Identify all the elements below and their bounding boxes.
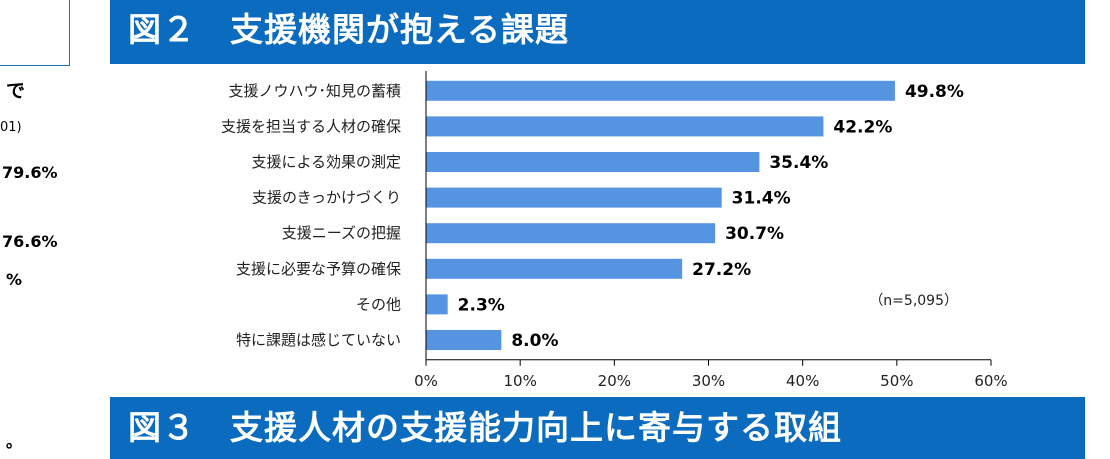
value-label-6: 2.3%: [458, 295, 505, 315]
bar-7: [426, 330, 502, 350]
bar-5: [426, 258, 683, 279]
left-value-1: 79.6%: [2, 163, 58, 182]
bar-2: [426, 152, 760, 172]
x-tick-label-3: 30%: [692, 372, 725, 390]
value-label-5: 27.2%: [692, 260, 751, 280]
left-cropped-panel: で 01) 79.6% 76.6% % 。: [0, 0, 100, 459]
category-label-7: 特に課題は感じていない: [236, 331, 401, 349]
category-label-1: 支援を担当する人材の確保: [221, 117, 401, 135]
x-tick-label-6: 60%: [974, 372, 1007, 390]
value-label-2: 35.4%: [769, 153, 828, 173]
x-tick-label-0: 0%: [414, 372, 438, 390]
category-label-2: 支援による効果の測定: [251, 153, 401, 171]
bar-0: [426, 80, 895, 101]
category-label-4: 支援ニーズの把握: [282, 224, 401, 242]
left-value-3: %: [6, 270, 23, 289]
category-label-6: その他: [356, 295, 401, 313]
bar-6: [426, 294, 448, 315]
x-tick-label-4: 40%: [786, 372, 819, 390]
category-label-0: 支援ノウハウ･知見の蓄積: [228, 82, 401, 100]
bar-3: [426, 187, 722, 208]
bar-4: [426, 223, 716, 244]
bar-1: [426, 116, 824, 137]
x-tick-label-1: 10%: [503, 372, 536, 390]
value-label-7: 8.0%: [511, 331, 558, 351]
sample-size-note: （n=5,095）: [869, 293, 958, 309]
value-label-4: 30.7%: [725, 224, 784, 244]
value-label-1: 42.2%: [833, 117, 892, 137]
figure-3-title-banner: 図３ 支援人材の支援能力向上に寄与する取組: [110, 397, 1085, 459]
left-note-fragment: 01): [0, 120, 22, 135]
category-label-5: 支援に必要な予算の確保: [236, 260, 401, 278]
left-value-2: 76.6%: [2, 232, 58, 251]
left-value-4: 。: [6, 432, 23, 451]
left-heading-fragment: で: [6, 80, 26, 102]
value-label-3: 31.4%: [732, 189, 791, 209]
x-tick-label-5: 50%: [880, 372, 913, 390]
x-tick-label-2: 20%: [598, 372, 631, 390]
value-label-0: 49.8%: [905, 82, 964, 102]
category-label-3: 支援のきっかけづくり: [252, 189, 401, 207]
left-title-box: [0, 0, 70, 66]
figure-2-title-banner: 図２ 支援機関が抱える課題: [110, 0, 1085, 64]
